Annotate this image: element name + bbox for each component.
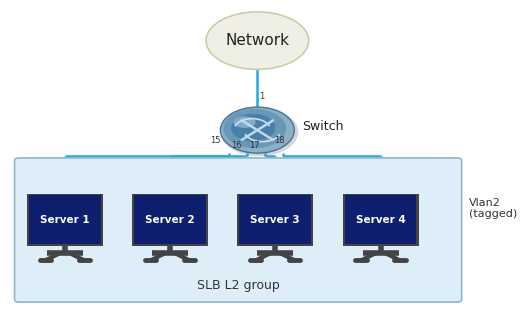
FancyBboxPatch shape: [343, 194, 418, 246]
FancyBboxPatch shape: [27, 194, 103, 246]
Text: 18: 18: [274, 136, 285, 145]
FancyBboxPatch shape: [239, 195, 311, 244]
Text: 17: 17: [249, 141, 260, 150]
Text: 1: 1: [259, 92, 264, 101]
Ellipse shape: [223, 109, 286, 148]
FancyBboxPatch shape: [132, 194, 208, 246]
FancyBboxPatch shape: [345, 195, 416, 244]
FancyBboxPatch shape: [15, 158, 462, 302]
Ellipse shape: [206, 12, 309, 69]
FancyBboxPatch shape: [134, 195, 206, 244]
Text: SLB L2 group: SLB L2 group: [197, 280, 279, 292]
FancyBboxPatch shape: [29, 195, 101, 244]
FancyBboxPatch shape: [237, 194, 313, 246]
Text: Vlan2
(tagged): Vlan2 (tagged): [469, 198, 517, 219]
Ellipse shape: [221, 108, 298, 156]
Text: Server 1: Server 1: [40, 215, 90, 225]
Text: Server 2: Server 2: [145, 215, 195, 225]
Text: 16: 16: [231, 141, 242, 150]
Text: Server 3: Server 3: [250, 215, 300, 225]
Ellipse shape: [220, 107, 294, 153]
Text: Switch: Switch: [302, 120, 344, 134]
Text: Server 4: Server 4: [356, 215, 405, 225]
Text: 15: 15: [210, 136, 220, 145]
Ellipse shape: [231, 114, 276, 141]
Text: Network: Network: [226, 33, 289, 48]
Ellipse shape: [233, 117, 256, 128]
